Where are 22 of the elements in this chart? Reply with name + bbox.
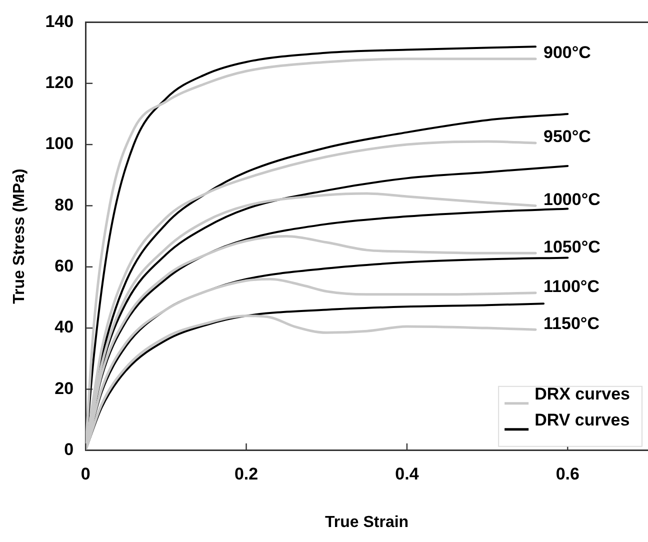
x-tick-label: 0	[80, 464, 90, 484]
legend-label: DRX curves	[534, 384, 630, 404]
y-tick-label: 0	[64, 440, 74, 460]
annotation: 1150°C	[544, 314, 600, 333]
annotation: 900°C	[544, 43, 591, 62]
y-tick-label: 40	[54, 318, 74, 337]
x-tick-label: 0.4	[395, 464, 420, 484]
y-tick-label: 20	[54, 378, 74, 398]
x-tick-label: 0.2	[234, 464, 258, 484]
legend-label: DRV curves	[534, 410, 630, 430]
annotation: 950°C	[544, 127, 591, 146]
annotation: 1100°C	[544, 277, 600, 296]
y-axis-title: True Stress (MPa)	[11, 168, 28, 304]
x-tick-label: 0.6	[556, 464, 580, 484]
y-tick-label: 140	[45, 12, 74, 31]
annotation: 1000°C	[544, 190, 600, 209]
y-tick-label: 100	[45, 134, 74, 154]
y-tick-label: 80	[54, 195, 74, 214]
y-tick-label: 120	[45, 73, 74, 92]
annotation: 1050°C	[544, 237, 600, 256]
y-tick-label: 60	[54, 256, 74, 276]
x-axis-title: True Strain	[324, 514, 409, 531]
